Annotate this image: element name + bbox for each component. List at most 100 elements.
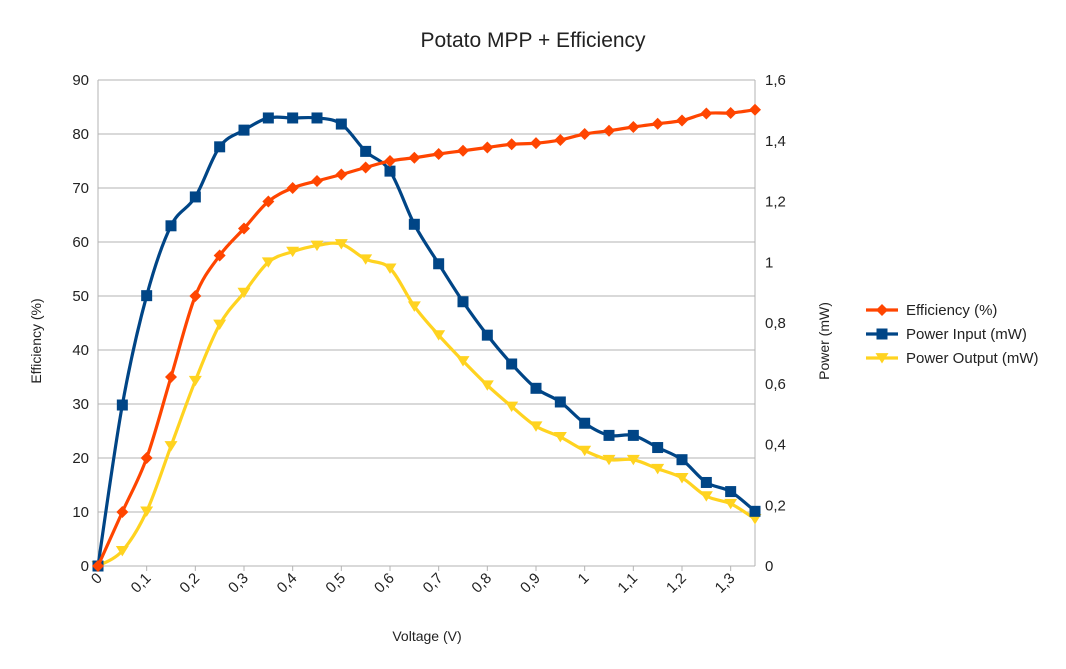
data-point <box>384 165 396 177</box>
data-point <box>360 145 372 157</box>
data-point <box>115 545 129 557</box>
series-line <box>96 115 757 567</box>
data-point <box>238 222 250 235</box>
x-tick-label: 0 <box>88 570 106 588</box>
y-tick-label: 60 <box>72 234 89 251</box>
data-point <box>335 168 348 181</box>
data-point <box>480 380 494 391</box>
y-tick-label: 70 <box>72 180 89 197</box>
data-point <box>505 401 519 413</box>
y-tick-label: 30 <box>72 396 89 413</box>
data-point <box>725 486 737 498</box>
tick-labels: 010203040506070809000,20,40,60,811,21,41… <box>72 72 786 597</box>
data-point <box>603 429 615 441</box>
data-point <box>213 319 227 331</box>
x-tick-label: 0,1 <box>128 570 155 597</box>
series-line <box>96 108 756 567</box>
series-power-output-mw <box>91 239 762 572</box>
data-point <box>530 382 542 394</box>
data-point <box>579 417 591 429</box>
x-tick-label: 0,5 <box>322 570 349 597</box>
data-point <box>383 263 397 274</box>
data-point <box>457 144 469 157</box>
y2-tick-label: 1,6 <box>765 72 786 89</box>
data-point <box>384 155 396 167</box>
y-tick-label: 20 <box>72 450 89 467</box>
data-point <box>116 506 129 518</box>
y-tick-label: 80 <box>72 126 89 143</box>
data-point <box>237 287 251 299</box>
x-tick-label: 1,2 <box>663 570 690 597</box>
legend-marker <box>876 304 888 316</box>
data-point <box>140 506 154 517</box>
legend: Efficiency (%) Power Input (mW) Power Outp… <box>866 302 1039 367</box>
x-tick-label: 0,3 <box>225 570 252 597</box>
x-tick-label: 0,4 <box>274 570 301 597</box>
data-point <box>749 103 761 116</box>
data-point <box>214 141 226 153</box>
data-point <box>141 290 153 302</box>
data-point <box>676 454 688 466</box>
legend-item: Power Input (mW) <box>866 326 1027 343</box>
data-point <box>408 151 421 164</box>
y-tick-label: 0 <box>81 558 89 575</box>
data-point <box>213 249 226 262</box>
y2-tick-label: 0,8 <box>765 315 786 332</box>
x-tick-label: 1,1 <box>614 570 641 597</box>
legend-marker <box>876 328 888 340</box>
data-point <box>433 258 445 270</box>
series-line <box>97 241 756 568</box>
series-power-input-mw <box>92 112 761 572</box>
data-point <box>699 491 713 502</box>
data-point <box>700 107 713 120</box>
data-point <box>165 371 177 383</box>
y2-tick-label: 1,4 <box>765 133 786 150</box>
series-efficiency <box>92 103 761 572</box>
data-point <box>651 463 665 475</box>
data-point <box>432 330 446 341</box>
data-point <box>578 445 592 457</box>
legend-label: Efficiency (%) <box>906 302 997 319</box>
y2-tick-label: 0,2 <box>765 497 786 514</box>
x-tick-label: 0,9 <box>517 570 544 597</box>
data-point <box>749 505 761 517</box>
data-point <box>457 296 469 308</box>
data-point <box>676 114 688 127</box>
x-tick-label: 0,8 <box>468 570 495 597</box>
data-point <box>724 498 738 510</box>
data-point <box>311 112 323 124</box>
data-point <box>724 106 737 119</box>
data-point <box>238 124 250 136</box>
data-point <box>188 375 202 387</box>
data-point <box>334 239 348 250</box>
data-point <box>140 452 153 464</box>
y-tick-label: 40 <box>72 342 89 359</box>
data-point <box>286 182 299 194</box>
series-layer <box>91 103 762 572</box>
y2-tick-label: 1,2 <box>765 194 786 211</box>
data-point <box>432 147 445 160</box>
data-point <box>602 454 616 466</box>
y-tick-label: 90 <box>72 72 89 89</box>
data-point <box>530 137 542 150</box>
legend-item: Efficiency (%) <box>866 302 997 319</box>
data-point <box>286 246 300 258</box>
chart-title: Potato MPP + Efficiency <box>420 29 646 52</box>
data-point <box>408 218 420 230</box>
data-point <box>553 432 567 443</box>
data-point <box>675 473 689 484</box>
data-point <box>407 301 421 312</box>
data-point <box>287 112 299 124</box>
y2-tick-label: 0,6 <box>765 376 786 393</box>
data-point <box>92 560 104 572</box>
data-point <box>335 118 347 130</box>
y-tick-label: 50 <box>72 288 89 305</box>
legend-label: Power Output (mW) <box>906 350 1039 367</box>
data-point <box>652 442 664 454</box>
y-tick-label: 10 <box>72 504 89 521</box>
legend-label: Power Input (mW) <box>906 326 1027 343</box>
y2-tick-label: 0 <box>765 558 773 575</box>
data-point <box>626 454 640 466</box>
data-point <box>262 112 274 124</box>
